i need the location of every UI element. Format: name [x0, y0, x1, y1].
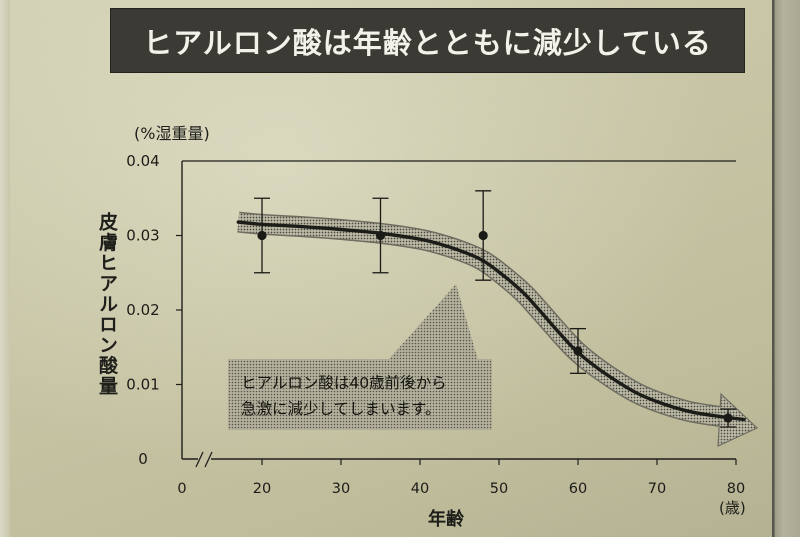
title-banner: ヒアルロン酸は年齢とともに減少している — [110, 8, 745, 73]
axis-break-mark — [195, 451, 204, 468]
data-point — [573, 346, 583, 356]
data-point — [723, 413, 733, 423]
x-axis-unit: (歳) — [719, 499, 746, 517]
y-tick-label: 0.04 — [126, 152, 159, 170]
y-tick-labels: 0.04 0.03 0.02 0.01 0 — [126, 152, 159, 468]
annotation-callout — [228, 284, 492, 430]
axes — [176, 160, 737, 468]
y-axis-label: 皮膚ヒアルロン酸量 — [96, 212, 118, 397]
y-tick-label: 0.01 — [126, 376, 159, 394]
annotation-line-1: ヒアルロン酸は40歳前後から — [241, 374, 447, 392]
y-tick-label: 0.02 — [126, 301, 159, 319]
axis-break-mark — [204, 451, 213, 468]
x-tick-label: 50 — [490, 481, 508, 497]
x-axis-label: 年齢 — [428, 509, 464, 530]
data-point — [478, 230, 488, 241]
y-axis-unit: (%湿重量) — [134, 124, 210, 143]
x-tick-label: 0 — [177, 481, 186, 497]
x-tick-labels: 0 20 30 40 50 60 70 80 — [177, 481, 745, 497]
x-tick-label: 70 — [648, 481, 666, 497]
trend-curve — [236, 211, 759, 447]
y-tick-label: 0 — [138, 450, 148, 468]
x-tick-label: 60 — [569, 481, 587, 497]
page-right-edge — [772, 0, 800, 537]
data-point — [257, 230, 267, 241]
data-points — [254, 190, 737, 428]
page-left-edge — [0, 0, 10, 537]
callout-pointer — [388, 284, 478, 360]
y-tick-label: 0.03 — [126, 227, 159, 245]
annotation-text: ヒアルロン酸は40歳前後から 急激に減少してしまいます。 — [241, 370, 447, 422]
data-point — [375, 230, 386, 241]
x-tick-label: 30 — [332, 481, 350, 497]
chart-title: ヒアルロン酸は年齢とともに減少している — [143, 25, 712, 60]
x-tick-label: 40 — [411, 481, 429, 497]
x-tick-label: 80 — [727, 481, 745, 497]
callout-box — [228, 359, 492, 430]
trend-line — [236, 220, 746, 422]
annotation-line-2: 急激に減少してしまいます。 — [241, 400, 441, 418]
x-tick-label: 20 — [253, 481, 271, 497]
